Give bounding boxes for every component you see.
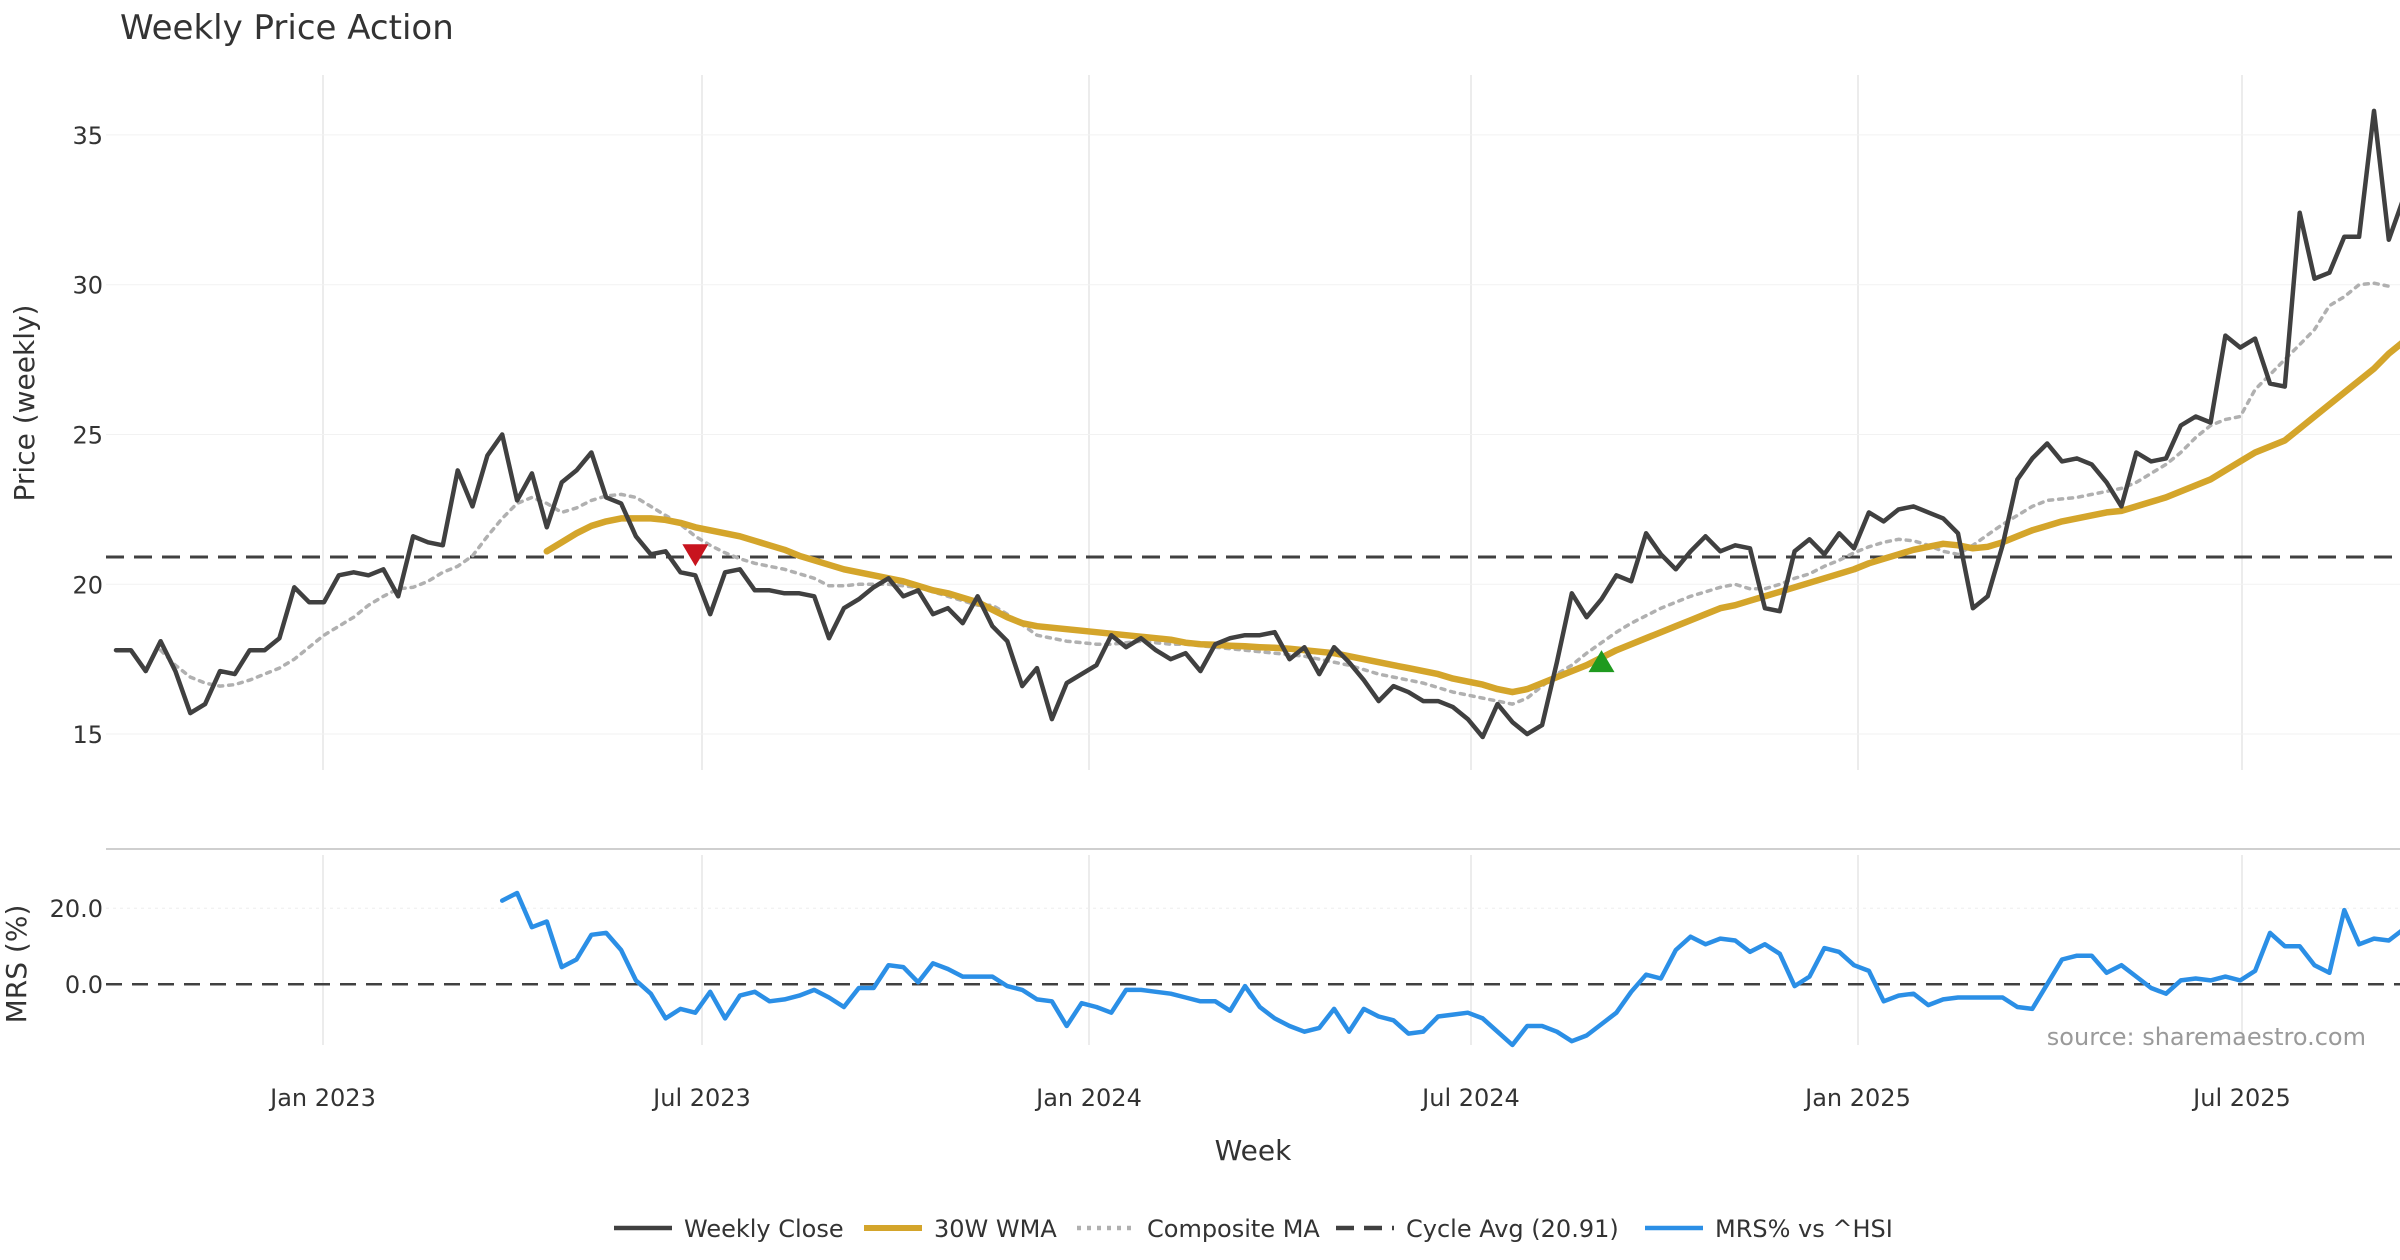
price-y-axis-label: Price (weekly) [8,305,41,502]
series-line-mrs [499,890,2400,1048]
mrs-y-ticks: 0.0 20.0 [50,895,103,999]
price-y-tick-label: 15 [72,721,103,749]
x-axis-label: Week [1215,1134,1292,1167]
legend-label: Weekly Close [684,1215,844,1243]
legend-label: Composite MA [1147,1215,1320,1243]
buy-signal-marker [1588,650,1615,673]
signal-markers [682,544,1615,673]
x-tick-label: Jul 2023 [651,1084,751,1112]
x-tick-label: Jan 2025 [1803,1084,1911,1112]
legend-label: 30W WMA [934,1215,1057,1243]
price-y-tick-label: 30 [72,272,103,300]
x-tick-label: Jul 2025 [2191,1084,2291,1112]
legend-label: MRS% vs ^HSI [1715,1215,1893,1243]
mrs-grid [106,855,2400,1045]
mrs-y-axis-label: MRS (%) [0,905,33,1024]
price-y-tick-label: 35 [72,122,103,150]
mrs-panel: MRS (%) 0.0 20.0 source: sharemaestro.com [0,855,2400,1051]
price-y-tick-label: 20 [72,571,103,599]
legend-label: Cycle Avg (20.91) [1406,1215,1619,1243]
chart-title: Weekly Price Action [120,8,454,48]
price-panel: Price (weekly) 15 20 25 30 35 [8,75,2400,770]
series-line-composite-ma [158,281,2391,706]
x-tick-label: Jan 2023 [268,1084,376,1112]
price-series [113,108,2400,740]
mrs-y-tick-label: 20.0 [50,895,103,923]
source-note: source: sharemaestro.com [2047,1023,2366,1051]
mrs-y-tick-label: 0.0 [65,971,103,999]
x-tick-label: Jan 2024 [1034,1084,1142,1112]
sell-signal-marker [682,544,709,567]
price-y-ticks: 15 20 25 30 35 [72,122,103,749]
price-grid [106,75,2400,770]
series-line-weekly-close [113,108,2400,740]
x-tick-label: Jul 2024 [1420,1084,1520,1112]
price-y-tick-label: 25 [72,421,103,449]
series-line-30w-wma [543,340,2400,696]
x-axis-ticks: Jan 2023 Jul 2023 Jan 2024 Jul 2024 Jan 2025… [268,1084,2291,1112]
legend: Weekly Close 30W WMA Composite MA Cycle Avg… [614,1215,1893,1243]
mrs-series [499,890,2400,1048]
